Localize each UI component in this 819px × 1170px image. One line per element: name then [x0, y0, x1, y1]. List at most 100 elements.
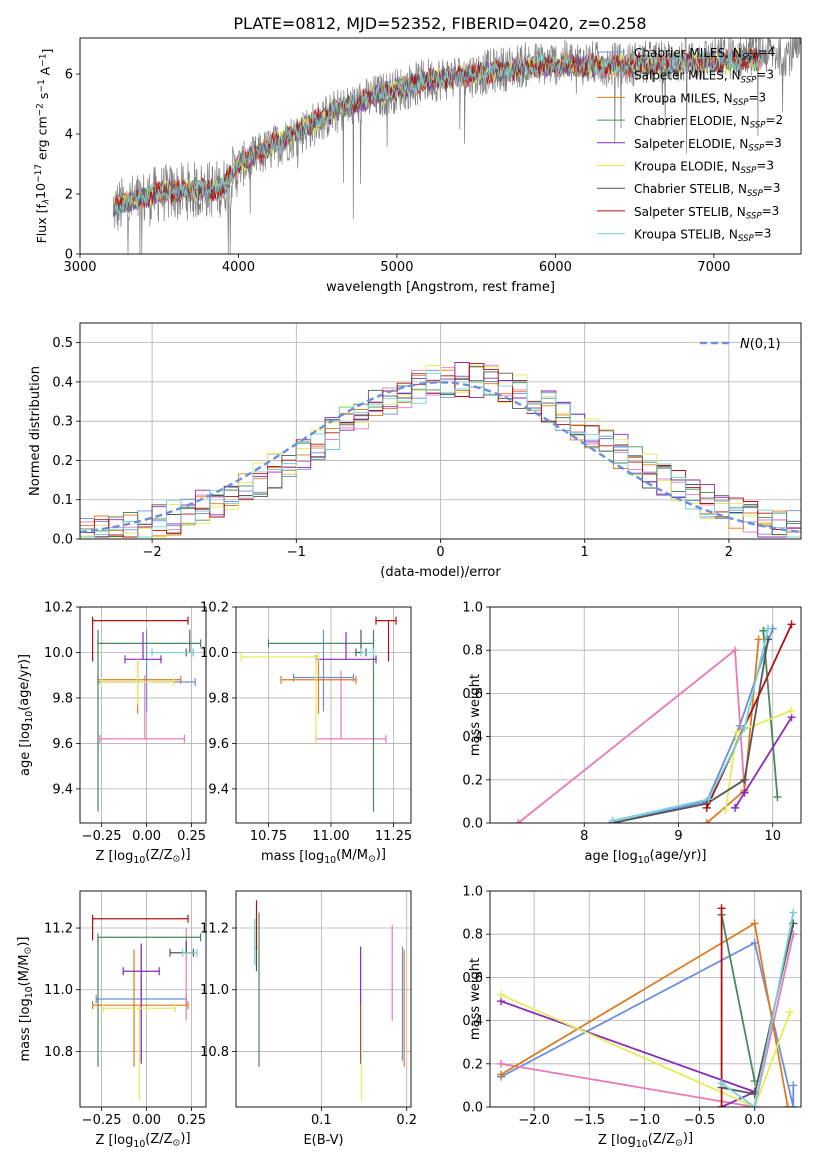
- mass-weight-marker: [754, 635, 763, 644]
- mass-weight-marker: [717, 904, 726, 913]
- x-tick-label: 10: [764, 829, 781, 844]
- legend-entry: Chabrier STELIB, NSSP=3: [634, 181, 781, 199]
- x-tick-label: 0.1: [311, 1113, 332, 1128]
- figure-title: PLATE=0812, MJD=52352, FIBERID=0420, z=0…: [233, 14, 646, 33]
- y-tick-label: 10.2: [44, 601, 73, 616]
- data-point: [97, 629, 202, 812]
- mass_vs_Z-frame: [79, 890, 207, 1108]
- y-tick-label: 0.2: [52, 454, 73, 469]
- y-tick-label: 10.0: [200, 646, 229, 661]
- y-tick-label: 9.6: [208, 737, 229, 752]
- mass-weight-marker: [732, 728, 741, 737]
- y-tick-label: 11.0: [44, 983, 73, 998]
- mass_vs_EBV-plot-area: [254, 900, 405, 1101]
- y-tick-label: 10.8: [200, 1045, 229, 1060]
- data-point: [292, 629, 355, 712]
- age_vs_Z-frame: [79, 606, 207, 824]
- mass-weight-line: [724, 709, 792, 811]
- data-point: [102, 1004, 176, 1101]
- y-tick-label: 0.4: [462, 1014, 483, 1029]
- mass-weight-line: [705, 623, 793, 809]
- y-tick-label: 11.2: [200, 922, 229, 937]
- x-tick-label: −0.25: [82, 829, 122, 844]
- x-axis-label: Z [log10​(Z/Z⊙​)]: [95, 1131, 190, 1150]
- x-tick-label: −1: [287, 545, 306, 560]
- x-axis-label: wavelength [Angstrom, rest frame]: [326, 280, 555, 295]
- mass-weight-marker: [789, 908, 798, 917]
- legend-entry: Chabrier ELODIE, NSSP=2: [634, 113, 783, 131]
- mass-weight-marker: [731, 646, 740, 655]
- x-tick-label: 7000: [697, 260, 730, 275]
- x-axis-label: (data-model)/error: [380, 565, 501, 580]
- x-tick-label: 2: [725, 545, 733, 560]
- y-axis-label: mass weight: [468, 674, 483, 756]
- data-point: [99, 675, 185, 743]
- age_vs_mass-panel: 10.75 11.00 11.25 9.4 9.6 9.8 10.0 10.2 mass [lo…: [200, 601, 412, 866]
- y-axis-label: Flux [fλ10−17 erg cm−2 s−1 A−1]: [33, 49, 54, 244]
- y-tick-label: 6: [65, 68, 73, 83]
- x-tick-label: 0.2: [396, 1113, 417, 1128]
- x-tick-label: −1.0: [629, 1113, 661, 1128]
- mass-weight-marker: [740, 788, 749, 797]
- mass-weight-line: [721, 912, 795, 1107]
- x-tick-label: 11.25: [375, 829, 412, 844]
- mass-weight-line: [500, 934, 795, 1107]
- age_vs_Z-panel: −0.25 0.00 0.25 9.4 9.6 9.8 10.0 10.2 Z [log10​(…: [17, 601, 207, 866]
- mass-weight-marker: [731, 803, 740, 812]
- legend-entry: Chabrier MILES, NSSP=4: [634, 45, 775, 63]
- y-tick-label: 0.4: [462, 730, 483, 745]
- mass-weight-marker: [789, 1081, 798, 1090]
- y-tick-label: 1.0: [462, 885, 483, 900]
- y-tick-label: 0.2: [462, 1057, 483, 1072]
- mass-weight-marker: [608, 816, 617, 823]
- y-tick-label: 9.8: [52, 691, 73, 706]
- x-axis-label: E(B-V): [303, 1133, 343, 1148]
- mass-weight-marker: [783, 1103, 792, 1107]
- mass-weight-marker: [787, 706, 796, 715]
- mass-weight-marker: [740, 775, 749, 784]
- y-tick-label: 0.6: [462, 971, 483, 986]
- y-tick-label: 0.0: [462, 1101, 483, 1116]
- mass_vs_Z-panel: −0.25 0.00 0.25 10.8 11.0 11.2 Z [log10​(Z/Z⊙​…: [16, 890, 207, 1150]
- y-tick-label: 0: [65, 248, 73, 263]
- x-tick-label: 0.25: [177, 829, 206, 844]
- y-tick-label: 0.0: [462, 817, 483, 832]
- age_vs_Z-plot-area: [91, 616, 202, 812]
- legend-entry: N(0,1): [740, 337, 781, 352]
- mass-weight-line: [500, 993, 791, 1107]
- x-tick-label: 9: [674, 829, 682, 844]
- x-tick-label: 1: [581, 545, 589, 560]
- y-tick-label: 0.4: [52, 375, 73, 390]
- data-point: [169, 940, 194, 957]
- y-tick-label: 10.0: [44, 646, 73, 661]
- y-axis-label: age [log10​(age/yr)]: [17, 654, 35, 776]
- data-point: [100, 659, 175, 705]
- legend-entry: Salpeter MILES, NSSP=3: [634, 68, 774, 86]
- massweight_vs_Z-frame: [489, 890, 802, 1108]
- y-tick-label: 0.1: [52, 493, 73, 508]
- massweight_vs_Z-plot-area: [497, 904, 798, 1107]
- y-tick-label: 0.8: [462, 644, 483, 659]
- age_vs_mass-plot-area: [240, 616, 397, 812]
- data-point: [240, 653, 320, 744]
- y-tick-label: 10.8: [44, 1045, 73, 1060]
- y-tick-label: 0.6: [462, 687, 483, 702]
- data-point: [280, 659, 357, 714]
- legend-entry: Kroupa ELODIE, NSSP=3: [634, 158, 774, 176]
- x-tick-label: −0.25: [82, 1113, 122, 1128]
- mass-weight-marker: [750, 1103, 759, 1107]
- mass-weight-marker: [789, 1103, 798, 1107]
- y-tick-label: 0.8: [462, 928, 483, 943]
- data-point: [91, 914, 189, 941]
- y-axis-label: mass [log10​(M/M⊙​)]: [16, 937, 35, 1062]
- y-tick-label: 0.0: [52, 533, 73, 548]
- x-tick-label: 0.0: [744, 1113, 765, 1128]
- y-tick-label: 4: [65, 128, 73, 143]
- x-tick-label: 0: [436, 545, 444, 560]
- x-tick-label: 0.00: [132, 829, 161, 844]
- legend-entry: Kroupa STELIB, NSSP=3: [634, 227, 771, 245]
- x-tick-label: 10.75: [250, 829, 287, 844]
- mass-weight-line: [612, 639, 769, 823]
- x-tick-label: 4000: [222, 260, 255, 275]
